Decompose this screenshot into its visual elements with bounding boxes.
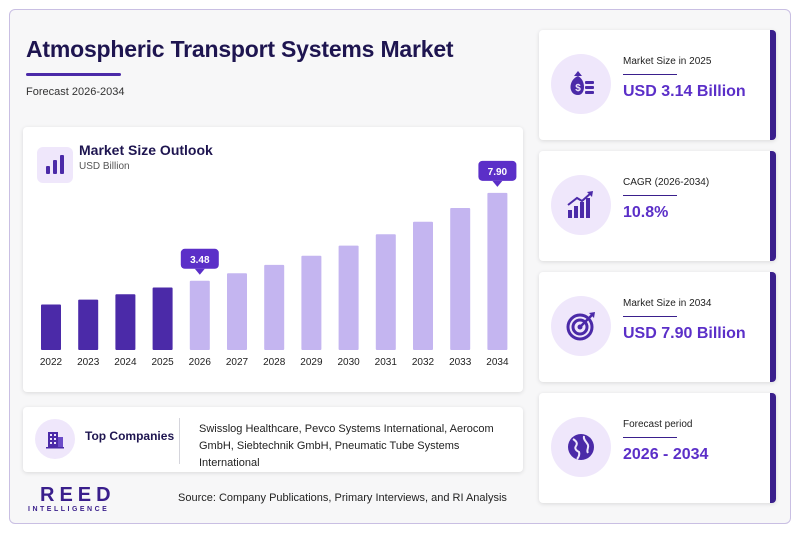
bar-2029 xyxy=(301,255,322,350)
stat-label: CAGR (2026-2034) xyxy=(623,177,710,188)
bar-2032 xyxy=(413,221,433,350)
svg-text:$: $ xyxy=(575,83,581,94)
bar-chart-icon xyxy=(37,147,73,183)
data-label-2026: 3.48 xyxy=(180,248,219,275)
x-tick-label: 2024 xyxy=(114,357,137,368)
bar-2030 xyxy=(338,245,359,350)
stat-label: Market Size in 2025 xyxy=(623,56,712,67)
source-note: Source: Company Publications, Primary In… xyxy=(178,492,507,504)
stat-card-forecast-period: Forecast period 2026 - 2034 xyxy=(539,393,776,503)
top-companies-card: Top Companies Swisslog Healthcare, Pevco… xyxy=(23,407,523,472)
stat-divider xyxy=(623,195,677,196)
bar-2023 xyxy=(78,299,99,350)
bar-2033 xyxy=(450,207,471,350)
x-tick-label: 2030 xyxy=(337,357,360,368)
bar-2031 xyxy=(375,234,396,350)
stat-label: Market Size in 2034 xyxy=(623,298,712,309)
x-tick-label: 2029 xyxy=(300,357,323,368)
x-tick-label: 2025 xyxy=(151,357,174,368)
stat-card-market-size-2034: Market Size in 2034 USD 7.90 Billion xyxy=(539,272,776,382)
stat-divider xyxy=(623,316,677,317)
svg-text:3.48: 3.48 xyxy=(190,255,210,266)
stat-divider xyxy=(623,437,677,438)
top-companies-list: Swisslog Healthcare, Pevco Systems Inter… xyxy=(199,423,494,469)
stat-divider xyxy=(623,74,677,75)
title-underline xyxy=(26,73,121,76)
stat-value: USD 7.90 Billion xyxy=(623,325,746,342)
chart-unit: USD Billion xyxy=(79,161,130,172)
svg-text:7.90: 7.90 xyxy=(488,167,508,178)
chart-card: Market Size Outlook USD Billion 2022 2023… xyxy=(23,127,523,392)
bar-2022 xyxy=(41,304,61,350)
bar-2027 xyxy=(227,273,247,350)
bar-chart: 2022 2023 2024 2025 2026 3.48 2027 2028 2029 2030… xyxy=(40,160,517,368)
bar-2024 xyxy=(115,294,136,350)
x-tick-label: 2033 xyxy=(449,357,472,368)
stat-card-cagr: CAGR (2026-2034) 10.8% xyxy=(539,151,776,261)
money-bag-icon: $ xyxy=(551,54,611,114)
page-title: Atmospheric Transport Systems Market xyxy=(26,36,454,62)
x-tick-label: 2031 xyxy=(375,357,398,368)
x-tick-label: 2023 xyxy=(77,357,100,368)
stat-value: 2026 - 2034 xyxy=(623,446,709,463)
x-tick-label: 2022 xyxy=(40,357,63,368)
logo-subtitle: INTELLIGENCE xyxy=(28,506,110,513)
x-tick-label: 2027 xyxy=(226,357,249,368)
x-tick-label: 2026 xyxy=(189,357,212,368)
chart-title: Market Size Outlook xyxy=(79,142,213,158)
bar-2025 xyxy=(152,287,173,350)
stat-value: 10.8% xyxy=(623,204,669,221)
globe-icon xyxy=(551,417,611,477)
x-tick-label: 2032 xyxy=(412,357,435,368)
page-subtitle: Forecast 2026-2034 xyxy=(26,86,125,98)
top-companies-label: Top Companies xyxy=(85,429,175,443)
target-icon xyxy=(551,296,611,356)
logo-wordmark: REED xyxy=(40,484,116,506)
growth-chart-icon xyxy=(551,175,611,235)
x-tick-label: 2028 xyxy=(263,357,286,368)
stat-card-market-size-2025: $ Market Size in 2025 USD 3.14 Billion xyxy=(539,30,776,140)
divider xyxy=(179,418,180,464)
bar-2034 xyxy=(487,192,508,350)
bar-2026 xyxy=(189,280,210,350)
stat-label: Forecast period xyxy=(623,419,693,430)
data-label-2034: 7.90 xyxy=(478,160,517,187)
x-tick-label: 2034 xyxy=(486,357,509,368)
stat-value: USD 3.14 Billion xyxy=(623,83,746,100)
bar-2028 xyxy=(264,264,285,350)
building-icon xyxy=(35,419,75,459)
